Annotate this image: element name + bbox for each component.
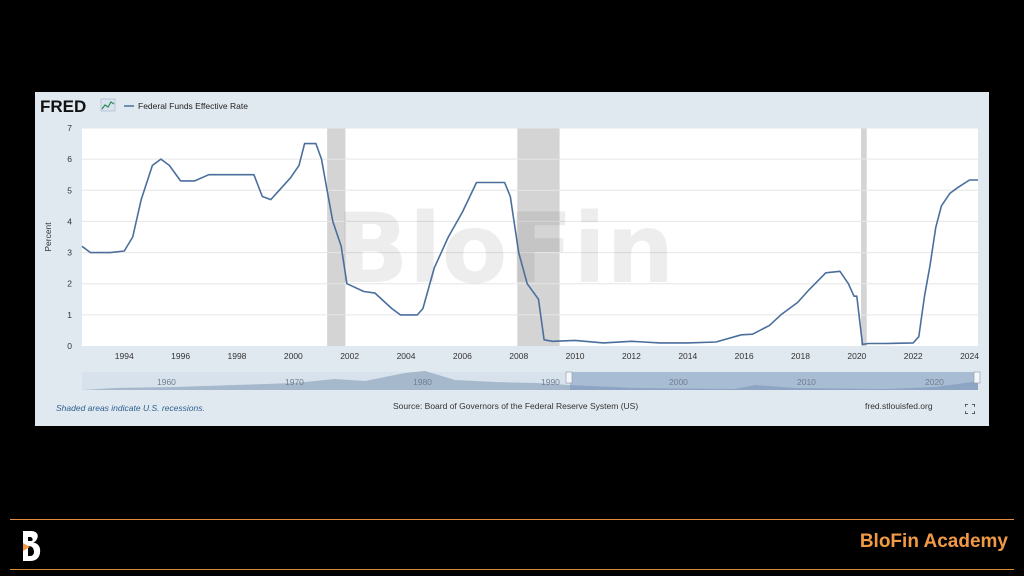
navigator-left-handle[interactable] [565, 371, 573, 384]
grid-lines [82, 127, 978, 316]
y-tick-1: 1 [67, 310, 72, 320]
navigator-selection[interactable] [570, 372, 978, 390]
y-tick-5: 5 [67, 185, 72, 195]
x-tick-2002: 2002 [340, 351, 359, 361]
site-link[interactable]: fred.stlouisfed.org [865, 401, 933, 411]
x-tick-2012: 2012 [622, 351, 641, 361]
x-tick-2014: 2014 [678, 351, 697, 361]
navigator-label-1980: 1980 [413, 377, 432, 387]
x-tick-labels: 1994 1996 1998 2000 2002 2004 2006 2008 2010 2012… [115, 351, 979, 361]
y-axis-label: Percent [43, 222, 53, 252]
navigator-label-2010: 2010 [797, 377, 816, 387]
navigator-area [82, 371, 978, 390]
fullscreen-icon[interactable] [965, 404, 975, 414]
recession-band-2 [861, 128, 867, 346]
x-tick-2004: 2004 [397, 351, 416, 361]
y-tick-4: 4 [67, 216, 72, 226]
x-tick-1996: 1996 [171, 351, 190, 361]
fred-logo: FRED [40, 97, 86, 116]
fred-logo-icon [100, 98, 116, 112]
navigator-labels: 1960 1970 1980 1990 2000 2010 2020 [157, 377, 944, 387]
x-tick-2000: 2000 [284, 351, 303, 361]
x-tick-2022: 2022 [904, 351, 923, 361]
y-tick-6: 6 [67, 154, 72, 164]
y-tick-0: 0 [67, 341, 72, 351]
y-tick-7: 7 [67, 123, 72, 133]
legend-label: Federal Funds Effective Rate [138, 101, 248, 111]
recession-note: Shaded areas indicate U.S. recessions. [56, 403, 205, 413]
navigator-label-2000: 2000 [669, 377, 688, 387]
recession-band-0 [327, 128, 346, 346]
footer-divider-top [10, 519, 1014, 520]
navigator-label-1960: 1960 [157, 377, 176, 387]
recession-bands [327, 128, 867, 346]
watermark: BloFin [336, 193, 675, 305]
x-tick-2020: 2020 [847, 351, 866, 361]
x-tick-2010: 2010 [566, 351, 585, 361]
y-tick-2: 2 [67, 279, 72, 289]
footer-divider-bottom [10, 569, 1014, 570]
brand-name: BloFin Academy [859, 531, 1008, 552]
navigator-label-1970: 1970 [285, 377, 304, 387]
x-tick-1998: 1998 [228, 351, 247, 361]
fred-chart-panel: FRED Federal Funds Effective Rate BloFin… [35, 92, 989, 426]
blofin-logo-icon [23, 531, 41, 561]
y-tick-3: 3 [67, 248, 72, 258]
navigator-label-1990: 1990 [541, 377, 560, 387]
x-tick-2018: 2018 [791, 351, 810, 361]
navigator-right-handle[interactable] [973, 371, 981, 384]
x-tick-2016: 2016 [735, 351, 754, 361]
x-tick-1994: 1994 [115, 351, 134, 361]
y-tick-labels: 0 1 2 3 4 5 6 7 [67, 123, 72, 351]
navigator-label-2020: 2020 [925, 377, 944, 387]
x-tick-2008: 2008 [509, 351, 528, 361]
source-text: Source: Board of Governors of the Federa… [393, 401, 639, 411]
series-line [81, 142, 978, 346]
chart-svg: FRED Federal Funds Effective Rate BloFin… [40, 97, 981, 390]
x-tick-2006: 2006 [453, 351, 472, 361]
recession-band-1 [517, 128, 560, 346]
x-tick-2024: 2024 [960, 351, 979, 361]
